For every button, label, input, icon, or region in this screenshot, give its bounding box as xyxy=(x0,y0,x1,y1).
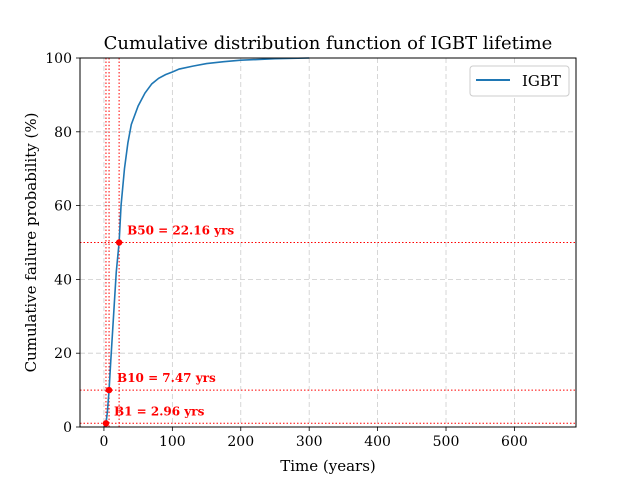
chart-title: Cumulative distribution function of IGBT… xyxy=(104,33,553,54)
x-tick-label: 200 xyxy=(227,434,254,450)
legend-label: IGBT xyxy=(522,72,561,90)
x-tick-label: 600 xyxy=(501,434,528,450)
x-tick-label: 0 xyxy=(99,434,108,450)
y-tick-label: 20 xyxy=(54,346,72,362)
y-tick-label: 100 xyxy=(45,51,72,67)
marker-point xyxy=(105,386,113,394)
series-line xyxy=(103,57,310,428)
y-axis-label: Cumulative failure probability (%) xyxy=(22,113,40,373)
reference-lines xyxy=(80,58,576,427)
marker-label: B10 = 7.47 yrs xyxy=(117,371,216,385)
marker-point xyxy=(115,239,123,246)
x-tick-label: 100 xyxy=(159,434,186,450)
y-tick-label: 60 xyxy=(54,199,72,215)
y-axis-ticks: 0 20 40 60 80 100 xyxy=(45,51,80,436)
y-tick-label: 40 xyxy=(54,272,72,288)
y-tick-label: 80 xyxy=(54,125,72,141)
plot-frame xyxy=(79,57,577,428)
x-tick-label: 500 xyxy=(433,434,460,450)
marker-point xyxy=(102,420,110,427)
x-tick-label: 300 xyxy=(296,434,323,450)
series-layer xyxy=(103,57,310,428)
marker-layer: B1 = 2.96 yrs B10 = 7.47 yrs B50 = 22.16 y… xyxy=(102,224,234,427)
y-tick-label: 0 xyxy=(63,420,72,436)
marker-label: B50 = 22.16 yrs xyxy=(127,224,234,238)
marker-label: B1 = 2.96 yrs xyxy=(114,404,205,418)
x-tick-label: 400 xyxy=(364,434,391,450)
x-axis-label: Time (years) xyxy=(280,457,376,475)
legend-box xyxy=(469,65,570,97)
x-axis-ticks: 0 100 200 300 400 500 600 xyxy=(99,427,528,450)
legend: IGBT xyxy=(469,65,570,97)
